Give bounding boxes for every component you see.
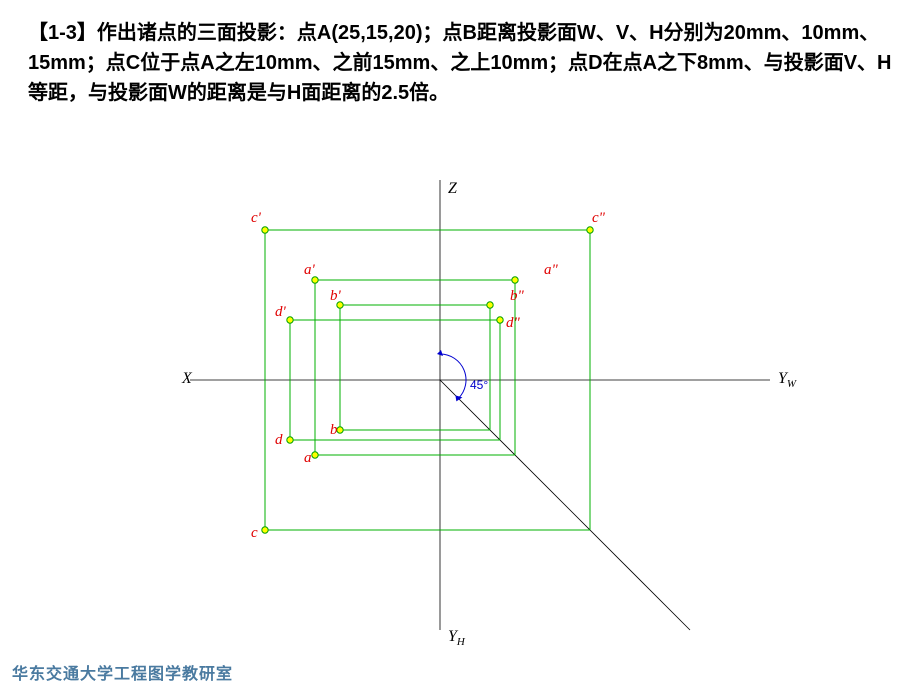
axis-x-label: X <box>182 370 192 388</box>
axis-yh-label: YH <box>448 628 465 648</box>
point-label-b: b <box>330 422 338 439</box>
axis-yw-label: YW <box>778 370 796 390</box>
point-label-c: c <box>251 525 258 542</box>
point-label-b: b" <box>510 288 524 305</box>
point-label-d: d' <box>275 304 286 321</box>
point-label-b: b' <box>330 288 341 305</box>
point-label-c: c' <box>251 210 261 227</box>
projection-diagram: XZYWYH45°c'c"a'a"b'b"d'd"bdac <box>180 170 800 640</box>
footer-text: 华东交通大学工程图学教研室 <box>12 660 233 684</box>
point-label-a: a' <box>304 262 315 279</box>
axis-z-label: Z <box>448 180 457 198</box>
point-label-d: d" <box>506 315 520 332</box>
point-label-c: c" <box>592 210 605 227</box>
angle-45-label: 45° <box>470 378 488 392</box>
problem-text: 【1-3】作出诸点的三面投影：点A(25,15,20)；点B距离投影面W、V、H… <box>28 18 892 108</box>
point-label-d: d <box>275 432 283 449</box>
point-label-a: a" <box>544 262 558 279</box>
point-label-a: a <box>304 450 312 467</box>
